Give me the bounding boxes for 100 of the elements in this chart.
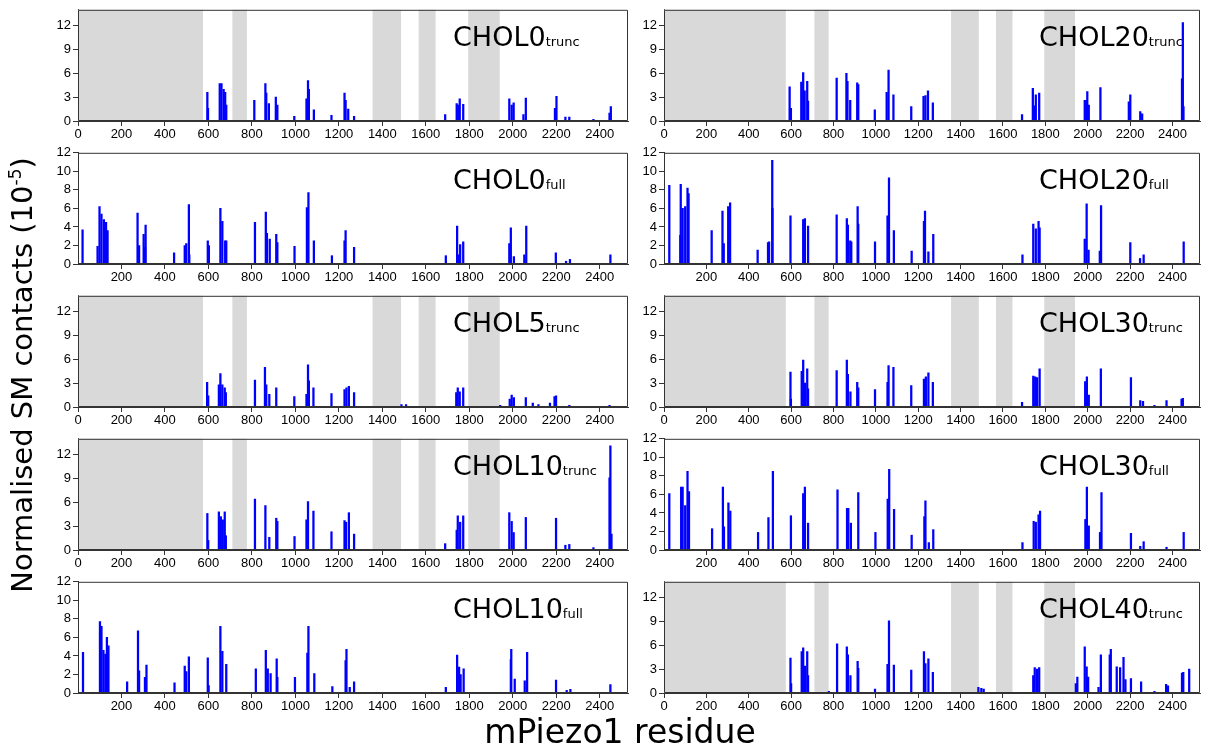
y-tick-label: 6 (649, 485, 657, 501)
x-tick-label: 1000 (861, 126, 891, 142)
x-tick-label: 0 (660, 126, 668, 142)
x-tick-label: 0 (660, 698, 668, 714)
x-tick-label: 600 (780, 412, 802, 428)
x-tick-label: 1600 (411, 412, 441, 428)
y-tick-label: 12 (56, 573, 71, 589)
x-tick-label: 1200 (903, 698, 933, 714)
x-tick-label: 800 (241, 412, 263, 428)
y-tick-label: 12 (56, 144, 71, 160)
x-tick-label: 1000 (861, 269, 891, 285)
y-tick-label: 9 (649, 327, 657, 343)
x-tick-label: 800 (822, 698, 845, 714)
x-tick-label: 400 (737, 412, 760, 428)
x-tick-label: 1000 (280, 555, 310, 571)
y-tick-label: 0 (649, 541, 657, 557)
y-tick-label: 4 (63, 647, 71, 663)
y-tick-label: 12 (642, 589, 657, 605)
x-tick-label: 1800 (454, 269, 484, 285)
x-tick-label: 1400 (946, 555, 976, 571)
y-tick-label: 6 (63, 493, 71, 509)
x-tick-label: 800 (241, 698, 263, 714)
x-tick-label: 2000 (498, 555, 528, 571)
y-tick-label: 4 (649, 218, 657, 234)
y-tick-label: 8 (649, 181, 657, 197)
x-tick-label: 200 (110, 412, 133, 428)
x-tick-label: 2000 (498, 126, 528, 142)
x-tick-label: 2200 (1115, 126, 1145, 142)
y-tick-label: 12 (642, 303, 657, 319)
x-tick-label: 2000 (1073, 412, 1103, 428)
y-tick-label: 10 (642, 162, 657, 178)
x-tick-label: 0 (660, 412, 668, 428)
x-tick-label: 2000 (1073, 269, 1103, 285)
x-tick-label: 1200 (903, 126, 933, 142)
y-tick-label: 12 (56, 303, 71, 319)
y-tick-label: 6 (649, 64, 657, 80)
y-tick-label: 9 (649, 41, 657, 57)
x-tick-label: 400 (737, 269, 760, 285)
y-tick-label: 6 (63, 350, 71, 366)
y-tick-label: 0 (63, 684, 71, 700)
y-tick-label: 6 (649, 636, 657, 652)
x-tick-label: 2400 (1158, 555, 1187, 571)
y-tick-label: 9 (649, 613, 657, 629)
y-tick-label: 10 (56, 162, 71, 178)
x-tick-label: 2000 (1073, 555, 1103, 571)
x-tick-label: 1000 (280, 412, 310, 428)
y-tick-label: 2 (63, 237, 71, 253)
x-tick-label: 2000 (498, 698, 528, 714)
y-tick-label: 4 (63, 218, 71, 234)
y-tick-label: 2 (649, 523, 657, 539)
x-tick-label: 2200 (1115, 269, 1145, 285)
x-tick-label: 2400 (585, 269, 615, 285)
x-tick-label: 1400 (367, 412, 397, 428)
x-tick-label: 1000 (280, 126, 310, 142)
x-tick-label: 800 (822, 555, 845, 571)
y-tick-label: 3 (63, 517, 71, 533)
x-tick-label: 1600 (411, 698, 441, 714)
y-tick-label: 6 (649, 350, 657, 366)
x-tick-label: 2200 (541, 269, 571, 285)
y-tick-label: 12 (642, 430, 657, 446)
x-tick-label: 0 (74, 126, 82, 142)
x-tick-label: 600 (780, 269, 802, 285)
y-tick-label: 6 (649, 199, 657, 215)
y-tick-label: 12 (56, 446, 71, 462)
x-tick-label: 200 (695, 412, 718, 428)
x-tick-label: 1200 (903, 555, 933, 571)
y-tick-label: 6 (63, 64, 71, 80)
x-tick-label: 2400 (1158, 698, 1187, 714)
x-tick-label: 1600 (411, 269, 441, 285)
x-tick-label: 200 (695, 698, 718, 714)
y-tick-label: 3 (649, 88, 657, 104)
y-tick-label: 9 (63, 327, 71, 343)
x-tick-label: 800 (822, 269, 845, 285)
y-tick-label: 12 (642, 17, 657, 33)
x-tick-label: 600 (197, 698, 220, 714)
x-tick-label: 1200 (903, 412, 933, 428)
y-tick-label: 3 (63, 88, 71, 104)
x-tick-label: 2200 (541, 412, 571, 428)
x-tick-label: 0 (74, 555, 82, 571)
y-tick-label: 3 (649, 374, 657, 390)
x-tick-label: 600 (197, 555, 220, 571)
x-tick-label: 1200 (324, 555, 354, 571)
x-tick-label: 1400 (367, 126, 397, 142)
x-tick-label: 800 (241, 126, 263, 142)
x-tick-label: 1400 (946, 698, 976, 714)
x-tick-label: 2000 (1073, 698, 1103, 714)
x-tick-label: 2200 (1115, 698, 1145, 714)
x-tick-label: 2400 (1158, 126, 1187, 142)
x-tick-label: 800 (241, 555, 263, 571)
y-tick-label: 3 (649, 660, 657, 676)
y-tick-label: 0 (63, 398, 71, 414)
x-tick-label: 2400 (585, 412, 615, 428)
x-tick-label: 600 (780, 698, 802, 714)
x-tick-label: 1800 (454, 126, 484, 142)
x-tick-label: 600 (780, 555, 802, 571)
x-tick-label: 1000 (280, 698, 310, 714)
y-tick-label: 4 (649, 504, 657, 520)
x-tick-label: 2400 (1158, 269, 1187, 285)
x-tick-label: 800 (822, 412, 845, 428)
y-tick-label: 0 (649, 398, 657, 414)
